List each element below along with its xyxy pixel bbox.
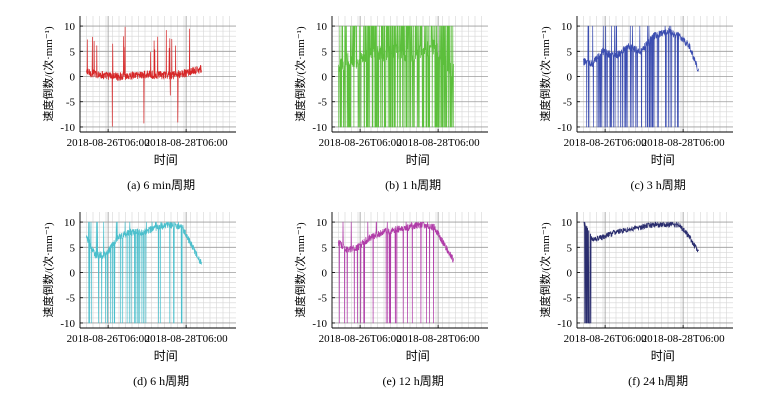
y-tick-label: -5 <box>66 97 76 109</box>
y-tick-label: 5 <box>567 46 573 58</box>
y-tick-label: -5 <box>318 293 328 305</box>
series-line <box>338 25 454 128</box>
x-tick-label: 2018-08-26T06:00 <box>67 333 151 345</box>
y-tick-label: -10 <box>312 318 327 330</box>
y-tick-label: 5 <box>322 242 328 254</box>
y-tick-label: -5 <box>318 97 328 109</box>
y-tick-label: 0 <box>322 268 328 280</box>
series-line <box>86 221 202 324</box>
series-line <box>583 25 699 128</box>
x-tick-label: 2018-08-26T06:00 <box>319 137 403 149</box>
x-axis-label: 时间 <box>406 153 430 167</box>
y-tick-label: 0 <box>70 268 76 280</box>
y-axis-label: 速度倒数/(次·mm⁻¹) <box>41 222 55 318</box>
panel-caption: (e) 12 h周期 <box>382 374 443 388</box>
grid <box>332 212 488 328</box>
y-tick-label: 5 <box>322 46 328 58</box>
y-axis-label: 速度倒数/(次·mm⁻¹) <box>293 26 307 122</box>
y-tick-label: 10 <box>316 217 328 229</box>
y-tick-label: 0 <box>322 72 328 84</box>
chart-panel-e: -10 -5 0 5 10 2018-08-26T06:002018-08-28T06:0… <box>293 212 488 388</box>
y-tick-label: -10 <box>557 318 572 330</box>
y-tick-label: -10 <box>60 318 75 330</box>
x-tick-label: 2018-08-26T06:00 <box>564 333 648 345</box>
x-axis-label: 时间 <box>651 349 675 363</box>
y-axis-label: 速度倒数/(次·mm⁻¹) <box>538 26 552 122</box>
y-tick-label: 5 <box>70 46 76 58</box>
series-line <box>86 26 202 127</box>
x-axis-label: 时间 <box>651 153 675 167</box>
grid <box>80 212 236 328</box>
y-tick-label: 5 <box>567 242 573 254</box>
grid <box>577 212 733 328</box>
x-tick-label: 2018-08-28T06:00 <box>397 137 481 149</box>
x-tick-label: 2018-08-26T06:00 <box>564 137 648 149</box>
chart-panel-c: -10 -5 0 5 10 2018-08-26T06:002018-08-28T06:0… <box>538 16 733 192</box>
y-tick-label: -5 <box>66 293 76 305</box>
x-tick-label: 2018-08-28T06:00 <box>145 137 229 149</box>
panel-caption: (f) 24 h周期 <box>628 374 688 388</box>
x-tick-label: 2018-08-28T06:00 <box>642 137 726 149</box>
y-tick-label: 10 <box>64 21 76 33</box>
y-tick-label: -5 <box>563 293 573 305</box>
y-axis-label: 速度倒数/(次·mm⁻¹) <box>538 222 552 318</box>
y-tick-label: 10 <box>561 21 573 33</box>
y-axis-label: 速度倒数/(次·mm⁻¹) <box>41 26 55 122</box>
y-tick-label: 10 <box>561 217 573 229</box>
y-tick-label: 0 <box>567 268 573 280</box>
series-line <box>583 221 699 324</box>
x-tick-label: 2018-08-28T06:00 <box>642 333 726 345</box>
x-tick-label: 2018-08-26T06:00 <box>67 137 151 149</box>
y-tick-label: 0 <box>567 72 573 84</box>
y-tick-label: 5 <box>70 242 76 254</box>
y-tick-label: -5 <box>563 97 573 109</box>
series-line <box>338 221 454 324</box>
y-tick-label: -10 <box>60 122 75 134</box>
x-tick-label: 2018-08-26T06:00 <box>319 333 403 345</box>
x-axis-label: 时间 <box>406 349 430 363</box>
y-tick-label: 0 <box>70 72 76 84</box>
x-tick-label: 2018-08-28T06:00 <box>145 333 229 345</box>
y-tick-label: -10 <box>312 122 327 134</box>
panel-caption: (d) 6 h周期 <box>133 374 189 388</box>
chart-panel-f: -10 -5 0 5 10 2018-08-26T06:002018-08-28T06:0… <box>538 212 733 388</box>
chart-panel-a: -10 -5 0 5 10 2018-08-26T06:002018-08-28T06:0… <box>41 16 236 192</box>
panel-caption: (a) 6 min周期 <box>127 178 195 192</box>
panel-caption: (b) 1 h周期 <box>385 178 441 192</box>
chart-panel-b: -10 -5 0 5 10 2018-08-26T06:002018-08-28T06:0… <box>293 16 488 192</box>
panel-caption: (c) 3 h周期 <box>630 178 685 192</box>
y-tick-label: -10 <box>557 122 572 134</box>
y-axis-label: 速度倒数/(次·mm⁻¹) <box>293 222 307 318</box>
x-axis-label: 时间 <box>154 349 178 363</box>
y-tick-label: 10 <box>316 21 328 33</box>
x-tick-label: 2018-08-28T06:00 <box>397 333 481 345</box>
x-axis-label: 时间 <box>154 153 178 167</box>
y-tick-label: 10 <box>64 217 76 229</box>
chart-panel-d: -10 -5 0 5 10 2018-08-26T06:002018-08-28T06:0… <box>41 212 236 388</box>
